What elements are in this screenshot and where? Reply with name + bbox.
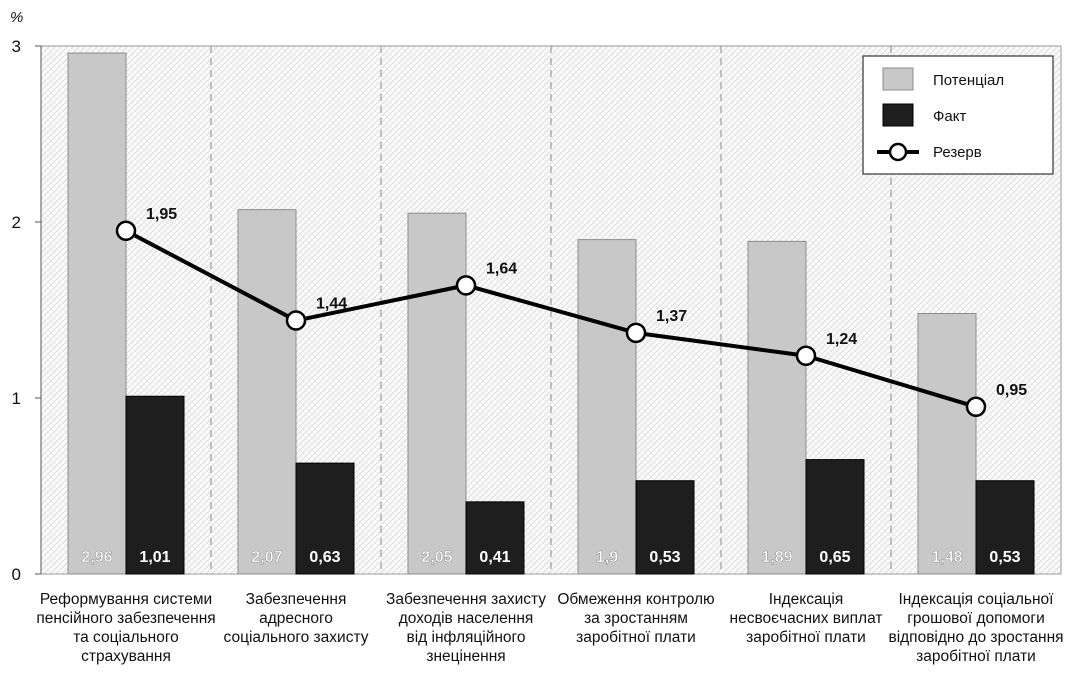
legend-swatch	[882, 67, 914, 91]
legend-label: Потенціал	[933, 72, 1004, 89]
y-tick-label: 1	[12, 389, 21, 408]
bar-value-label: 2,05	[421, 549, 452, 566]
reserve-point	[795, 345, 817, 367]
bar-fact	[295, 462, 355, 575]
bar-value-label: 1,48	[931, 549, 962, 566]
reserve-value-label: 1,24	[826, 331, 857, 348]
legend-label: Резерв	[933, 144, 982, 161]
reserve-point	[285, 310, 307, 331]
bar-value-label: 0,41	[479, 549, 510, 566]
legend-marker	[888, 142, 908, 162]
category-label: Індексація несвоєчасних виплат заробітної …	[730, 591, 883, 646]
bar-value-label: 0,53	[989, 549, 1020, 566]
y-unit-label: %	[10, 9, 23, 26]
bar-value-label: 0,63	[309, 549, 340, 566]
bar-fact	[465, 501, 525, 575]
category-label: Реформування системи пенсійного забезпече…	[36, 591, 215, 665]
reserve-value-label: 1,44	[316, 296, 347, 313]
bar-value-label: 2,07	[251, 549, 282, 566]
category-label: Забезпечення захисту доходів населення від…	[386, 591, 546, 665]
y-tick-label: 2	[12, 213, 21, 232]
y-tick-label: 0	[12, 565, 21, 584]
legend-label: Факт	[933, 108, 966, 125]
bar-fact	[125, 395, 185, 575]
y-tick-label: 3	[12, 37, 21, 56]
bar-value-label: 0,53	[649, 549, 680, 566]
category-label: Забезпечення адресного соціального захисту	[224, 591, 369, 646]
bar-value-label: 1,01	[139, 549, 170, 566]
reserve-point	[455, 275, 477, 296]
bar-potential	[577, 239, 637, 575]
reserve-line	[125, 229, 977, 409]
bar-value-label: 1,9	[596, 549, 618, 566]
bar-fact	[975, 480, 1035, 575]
reserve-value-label: 1,95	[146, 206, 177, 223]
reserve-point	[625, 322, 647, 344]
bar-potential	[407, 212, 467, 575]
legend: Потенціал Факт Резерв	[862, 55, 1054, 175]
bar-value-label: 1,89	[761, 549, 792, 566]
reserve-point	[965, 396, 987, 418]
bar-potential	[237, 209, 297, 575]
category-label: Індексація соціальної грошової допомоги ві…	[888, 591, 1063, 665]
reserve-value-label: 1,37	[656, 308, 687, 325]
bar-potential	[67, 52, 127, 575]
bar-value-label: 2,96	[81, 549, 112, 566]
reserve-value-label: 0,95	[996, 382, 1027, 399]
reserve-value-label: 1,64	[486, 260, 517, 277]
bar-fact	[635, 480, 695, 575]
reserve-point	[115, 220, 137, 242]
bar-fact	[805, 459, 865, 575]
legend-swatch	[882, 103, 914, 127]
bar-potential	[747, 240, 807, 575]
bar-potential	[917, 313, 977, 575]
category-label: Обмеження контролю за зростанням заробітно…	[557, 591, 714, 646]
bar-value-label: 0,65	[819, 549, 850, 566]
